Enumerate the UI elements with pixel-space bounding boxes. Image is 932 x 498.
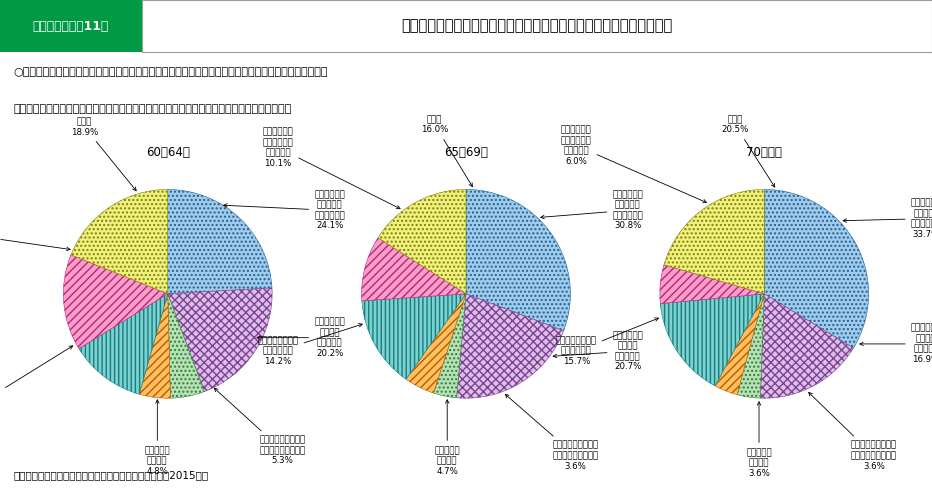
Text: 自分の都合の
よい時間に
働きたいから
24.1%: 自分の都合の よい時間に 働きたいから 24.1% [224, 190, 345, 231]
Bar [142, 0, 932, 52]
Text: 家事・育児・介護等
と両立しやすいから
3.6%: 家事・育児・介護等 と両立しやすいから 3.6% [809, 392, 897, 471]
Text: 通勤時間が
短いから
3.6%: 通勤時間が 短いから 3.6% [747, 402, 772, 478]
Wedge shape [406, 294, 466, 393]
Text: 正規の職員・
従業員の仕事
がないから
10.1%: 正規の職員・ 従業員の仕事 がないから 10.1% [263, 127, 400, 209]
Wedge shape [466, 189, 570, 331]
Wedge shape [761, 294, 854, 398]
Text: 家計の補助・
学費等を
得たいから
20.7%: 家計の補助・ 学費等を 得たいから 20.7% [554, 331, 643, 372]
Title: 65～69歳: 65～69歳 [444, 146, 488, 159]
Text: 自分の都合の
よい時間に
働きたいから
33.7%: 自分の都合の よい時間に 働きたいから 33.7% [843, 199, 932, 239]
Text: 家事・育児・介護等
と両立しやすいから
5.3%: 家事・育児・介護等 と両立しやすいから 5.3% [214, 388, 306, 465]
Text: 家事・育児・介護等
と両立しやすいから
3.6%: 家事・育児・介護等 と両立しやすいから 3.6% [505, 394, 598, 471]
Wedge shape [168, 288, 272, 391]
Wedge shape [660, 294, 764, 386]
Text: その他
20.5%: その他 20.5% [721, 115, 774, 187]
Wedge shape [362, 238, 466, 301]
Text: 家計の補助・
学費等を
得たいから
20.2%: 家計の補助・ 学費等を 得たいから 20.2% [257, 318, 345, 358]
Text: 資料出所　総務省統計局「労働力調査（詳細集計）」（2015年）: 資料出所 総務省統計局「労働力調査（詳細集計）」（2015年） [14, 470, 209, 481]
Text: その他
16.0%: その他 16.0% [421, 115, 473, 187]
Text: 専門的な技能等を
いかせるから
15.7%: 専門的な技能等を いかせるから 15.7% [555, 318, 659, 366]
Text: 第３－（２）－11図: 第３－（２）－11図 [33, 19, 109, 33]
Wedge shape [664, 189, 764, 294]
Text: 家計の補助・
学費等を
得たいから
16.9%: 家計の補助・ 学費等を 得たいから 16.9% [860, 324, 932, 364]
Wedge shape [737, 294, 764, 398]
Text: 通勤時間が
短いから
4.8%: 通勤時間が 短いから 4.8% [144, 400, 171, 476]
Wedge shape [433, 294, 466, 398]
Text: その他
18.9%: その他 18.9% [71, 117, 136, 191]
Text: が、「専門的な技能等をいかせるから」との割合は年齢が上がるにつれ大きくなっている。: が、「専門的な技能等をいかせるから」との割合は年齢が上がるにつれ大きくなっている… [14, 104, 292, 114]
Text: 正規の職員・
従業員の仕事
がないから
14.9%: 正規の職員・ 従業員の仕事 がないから 14.9% [0, 216, 70, 256]
Text: 正規の職員・
従業員の仕事
がないから
6.0%: 正規の職員・ 従業員の仕事 がないから 6.0% [561, 125, 706, 203]
Text: 専門的な技能等を
いかせるから
14.2%: 専門的な技能等を いかせるから 14.2% [257, 324, 363, 366]
Wedge shape [362, 294, 466, 379]
Text: 非正規雇用労働者である中高年者が現在の雇用形態に就いた主な理由: 非正規雇用労働者である中高年者が現在の雇用形態に就いた主な理由 [401, 18, 673, 34]
Title: 70歳以上: 70歳以上 [747, 146, 782, 159]
Text: ○　「自分の都合のよい時間に働きたいから」「家計の補助・学費等を得たいから」とする割合が大きい: ○ 「自分の都合のよい時間に働きたいから」「家計の補助・学費等を得たいから」とす… [14, 67, 328, 77]
Text: 通勤時間が
短いから
4.7%: 通勤時間が 短いから 4.7% [434, 400, 460, 476]
Wedge shape [63, 255, 168, 349]
Text: 自分の都合の
よい時間に
働きたいから
30.8%: 自分の都合の よい時間に 働きたいから 30.8% [541, 190, 643, 231]
Wedge shape [79, 294, 168, 394]
Wedge shape [715, 294, 764, 394]
Bar [0, 0, 142, 52]
Wedge shape [764, 189, 869, 348]
Wedge shape [168, 189, 272, 294]
Wedge shape [377, 189, 466, 294]
Wedge shape [457, 294, 564, 398]
Wedge shape [660, 265, 764, 304]
Title: 60～64歳: 60～64歳 [145, 146, 190, 159]
Wedge shape [71, 189, 168, 294]
Wedge shape [168, 294, 204, 398]
Text: 専門的な技能等を
いかせるから
11.8%: 専門的な技能等を いかせるから 11.8% [0, 346, 73, 418]
Wedge shape [139, 294, 171, 398]
